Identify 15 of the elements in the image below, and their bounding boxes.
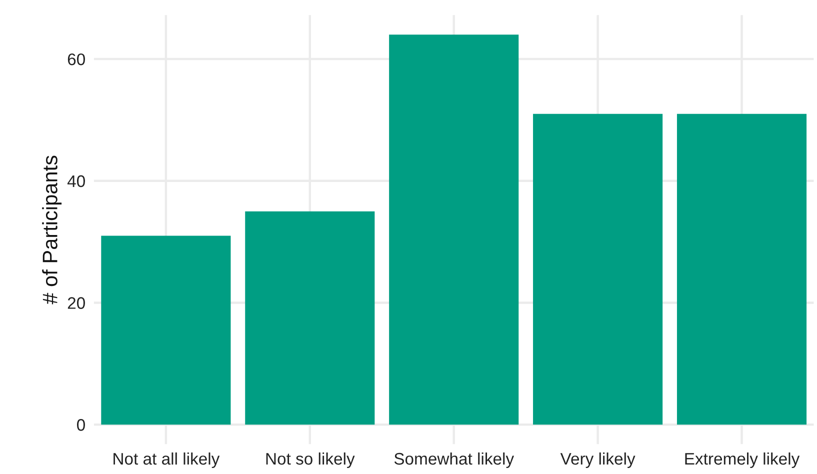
y-tick-label: 0 — [77, 419, 85, 431]
x-tick-label: Somewhat likely — [394, 452, 514, 468]
x-tick-label: Very likely — [560, 452, 636, 468]
y-axis-title: # of Participants — [42, 156, 62, 304]
y-tick-label: 20 — [68, 297, 85, 309]
x-tick-label: Not at all likely — [114, 452, 220, 468]
x-tick-label: Not so likely — [266, 452, 355, 468]
bar — [389, 34, 519, 425]
y-tick-label: 40 — [67, 175, 85, 188]
bar — [101, 236, 231, 425]
bar — [533, 114, 663, 425]
y-tick-label: 60 — [68, 53, 85, 66]
bar — [676, 114, 807, 425]
x-tick-label: Extremely likely — [685, 452, 800, 468]
bar — [245, 211, 375, 425]
